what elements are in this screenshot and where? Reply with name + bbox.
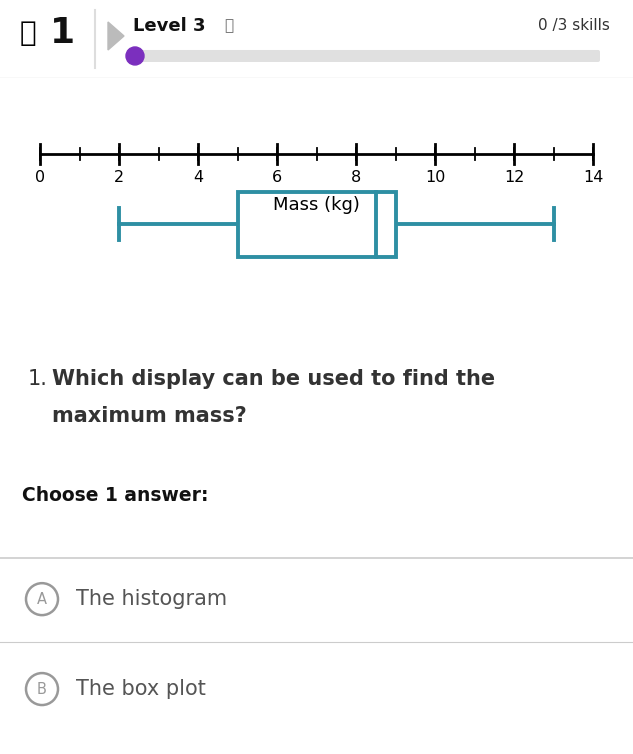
Text: 12: 12 — [504, 170, 524, 185]
Text: B: B — [37, 682, 47, 697]
Text: Mass (kg): Mass (kg) — [273, 196, 360, 214]
Text: 4: 4 — [193, 170, 203, 185]
Text: ⓘ: ⓘ — [224, 19, 233, 33]
Text: 6: 6 — [272, 170, 282, 185]
Text: A: A — [37, 592, 47, 607]
Circle shape — [26, 583, 58, 615]
Text: Which display can be used to find the: Which display can be used to find the — [52, 369, 495, 389]
Text: 10: 10 — [425, 170, 445, 185]
Text: 0: 0 — [35, 170, 45, 185]
Text: 2: 2 — [114, 170, 124, 185]
Circle shape — [26, 673, 58, 705]
Text: Level 3: Level 3 — [133, 17, 206, 35]
Text: The box plot: The box plot — [76, 679, 206, 699]
Text: The histogram: The histogram — [76, 589, 227, 609]
Text: 1.: 1. — [28, 369, 48, 389]
Circle shape — [126, 47, 144, 65]
FancyBboxPatch shape — [131, 50, 600, 62]
Text: Choose 1 answer:: Choose 1 answer: — [22, 486, 208, 505]
Text: maximum mass?: maximum mass? — [52, 406, 247, 426]
Text: 8: 8 — [351, 170, 361, 185]
Text: 1: 1 — [49, 16, 75, 50]
Text: 🔥: 🔥 — [20, 19, 36, 47]
Text: 0 /3 skills: 0 /3 skills — [538, 19, 610, 33]
Text: 14: 14 — [583, 170, 603, 185]
Polygon shape — [108, 22, 124, 50]
Bar — [237, 192, 396, 256]
